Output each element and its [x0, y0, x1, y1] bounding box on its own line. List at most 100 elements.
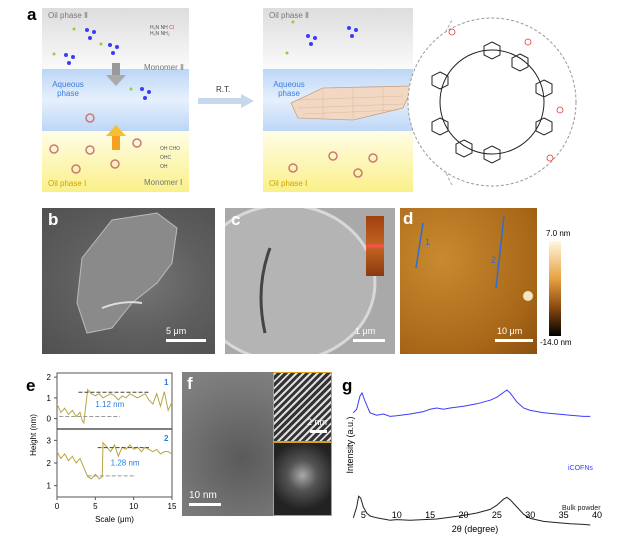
afm-image: 1 2 d 10 μm — [400, 208, 537, 354]
scale-bar — [166, 339, 206, 342]
monomer-2-structure: H₂N NH Cl H₂N NH₂ — [150, 25, 188, 37]
y-tick-label: 0 — [47, 415, 52, 424]
molecule-illustrations — [49, 27, 151, 174]
tem-membrane — [225, 208, 377, 354]
reactor-after: Oil phase Ⅱ Aqueous phase Oil phase Ⅰ — [263, 8, 413, 192]
y-tick-label: 1 — [47, 482, 52, 491]
x-tick-label: 10 — [129, 502, 138, 511]
series-line-bulk-powder — [352, 495, 591, 526]
afm-profile-lines — [415, 215, 533, 301]
scale-bar-label: 5 μm — [166, 326, 187, 336]
y-axis-label: Intensity (a.u.) — [345, 416, 355, 474]
panel-label-f: f — [187, 374, 193, 393]
oil-phase-2-region — [42, 8, 189, 69]
lattice-inset: 2 nm — [273, 372, 332, 442]
colorbar-max: 7.0 nm — [546, 229, 571, 238]
monomer-1-structure: OH CHO OHC OH — [160, 145, 189, 172]
group-text: CHO — [168, 146, 181, 152]
group-text: H₂N — [150, 25, 160, 31]
x-tick-label: 25 — [491, 510, 502, 520]
icof-structure-zoom — [407, 17, 577, 187]
macrocycle-structure — [431, 41, 553, 164]
vial-photo — [366, 216, 384, 276]
monomer-1-label: Monomer Ⅰ — [144, 178, 183, 187]
y-tick-label: 1 — [47, 394, 52, 403]
pxrd-chart: iCOFNs Bulk powder — [352, 389, 601, 526]
step-height-label: 1.12 nm — [95, 400, 124, 409]
oil-phase-1-region — [263, 131, 413, 192]
aqueous-phase-label: Aqueous phase — [52, 80, 84, 98]
tem-image: c 1 μm — [225, 208, 395, 354]
x-tick-label: 5 — [93, 502, 98, 511]
x-tick-label: 5 — [360, 510, 366, 520]
group-text: H₂N — [150, 31, 160, 37]
x-tick-label: 30 — [525, 510, 536, 520]
x-tick-label: 15 — [425, 510, 436, 520]
aqueous-phase-label: Aqueous phase — [273, 80, 305, 98]
group-text: OH — [160, 164, 168, 170]
down-arrow-icon — [106, 75, 126, 86]
inset-scale-label: 2 nm — [307, 417, 328, 427]
y-tick-label: 3 — [47, 436, 52, 445]
x-axis-label: Scale (μm) — [95, 515, 134, 524]
y-axis-label: Height (nm) — [29, 414, 38, 456]
oil-phase-2-label: Oil phase Ⅱ — [269, 11, 309, 20]
scale-bar — [189, 503, 221, 506]
cof-nanosheet-illustration — [285, 20, 413, 178]
plot-frame — [56, 372, 173, 498]
oil-phase-2-label: Oil phase Ⅱ — [48, 11, 88, 20]
sem-image: b 5 μm — [42, 208, 215, 354]
legend-bulk-powder: Bulk powder — [562, 505, 601, 512]
series-line-icofns — [352, 389, 591, 417]
group-text: NH — [160, 25, 168, 31]
y-tick-label: 2 — [47, 459, 52, 468]
colorbar-min: -14.0 nm — [540, 338, 572, 347]
line-label-1: 1 — [425, 237, 431, 247]
profile-number: 2 — [164, 434, 169, 443]
up-arrow-icon — [106, 125, 126, 136]
colorbar — [549, 241, 561, 336]
x-tick-label: 10 — [391, 510, 402, 520]
scale-bar-label: 10 μm — [497, 326, 523, 336]
panel-label-a: a — [27, 5, 37, 24]
height-profile-chart: 0 1 2 1 1.12 nm 1 2 3 2 1.28 nm 0 5 10 15 Scale (μm) He… — [29, 372, 177, 524]
monomer-2-molecules — [64, 28, 151, 100]
x-tick-label: 35 — [558, 510, 569, 520]
group-text: NH₂ — [160, 31, 170, 37]
fft-inset — [273, 442, 332, 516]
nanosheet-flake — [76, 212, 178, 334]
group-text: OHC — [160, 155, 172, 161]
x-tick-label: 40 — [591, 510, 603, 520]
inset-scale-bar — [310, 430, 327, 433]
panel-label-e: e — [26, 376, 36, 395]
line-label-2: 2 — [491, 255, 497, 265]
x-axis-label: 2θ (degree) — [451, 524, 499, 534]
panel-label-b: b — [48, 210, 59, 229]
profile-number: 1 — [164, 378, 169, 387]
scale-bar-label: 1 μm — [355, 326, 376, 336]
oil-phase-2-region — [263, 8, 413, 69]
step-height-label: 1.28 nm — [111, 458, 140, 467]
right-arrow-icon — [198, 94, 254, 108]
y-tick-label: 2 — [47, 373, 52, 382]
rt-label: R.T. — [216, 85, 231, 94]
profile-line-1 — [56, 388, 173, 425]
reactor-before: Oil phase Ⅱ Aqueous phase Oil phase Ⅰ Mo… — [42, 8, 189, 192]
legend-icofns: iCOFNs — [568, 465, 593, 472]
panel-label-c: c — [231, 210, 241, 229]
panel-label-g: g — [342, 376, 353, 395]
scale-bar-label: 10 nm — [189, 490, 217, 501]
group-text: OH — [160, 146, 168, 152]
panel-label-d: d — [403, 209, 414, 228]
profile-line-2 — [56, 441, 173, 480]
oil-phase-1-label: Oil phase Ⅰ — [48, 179, 87, 188]
x-tick-label: 20 — [458, 510, 469, 520]
monomer-2-label: Monomer Ⅱ — [144, 63, 184, 72]
x-tick-label: 0 — [55, 502, 60, 511]
group-text: Cl — [169, 25, 174, 31]
scale-bar — [353, 339, 385, 342]
oil-phase-1-label: Oil phase Ⅰ — [269, 179, 308, 188]
monomer-1-molecules — [49, 113, 142, 174]
x-tick-label: 15 — [168, 502, 177, 511]
